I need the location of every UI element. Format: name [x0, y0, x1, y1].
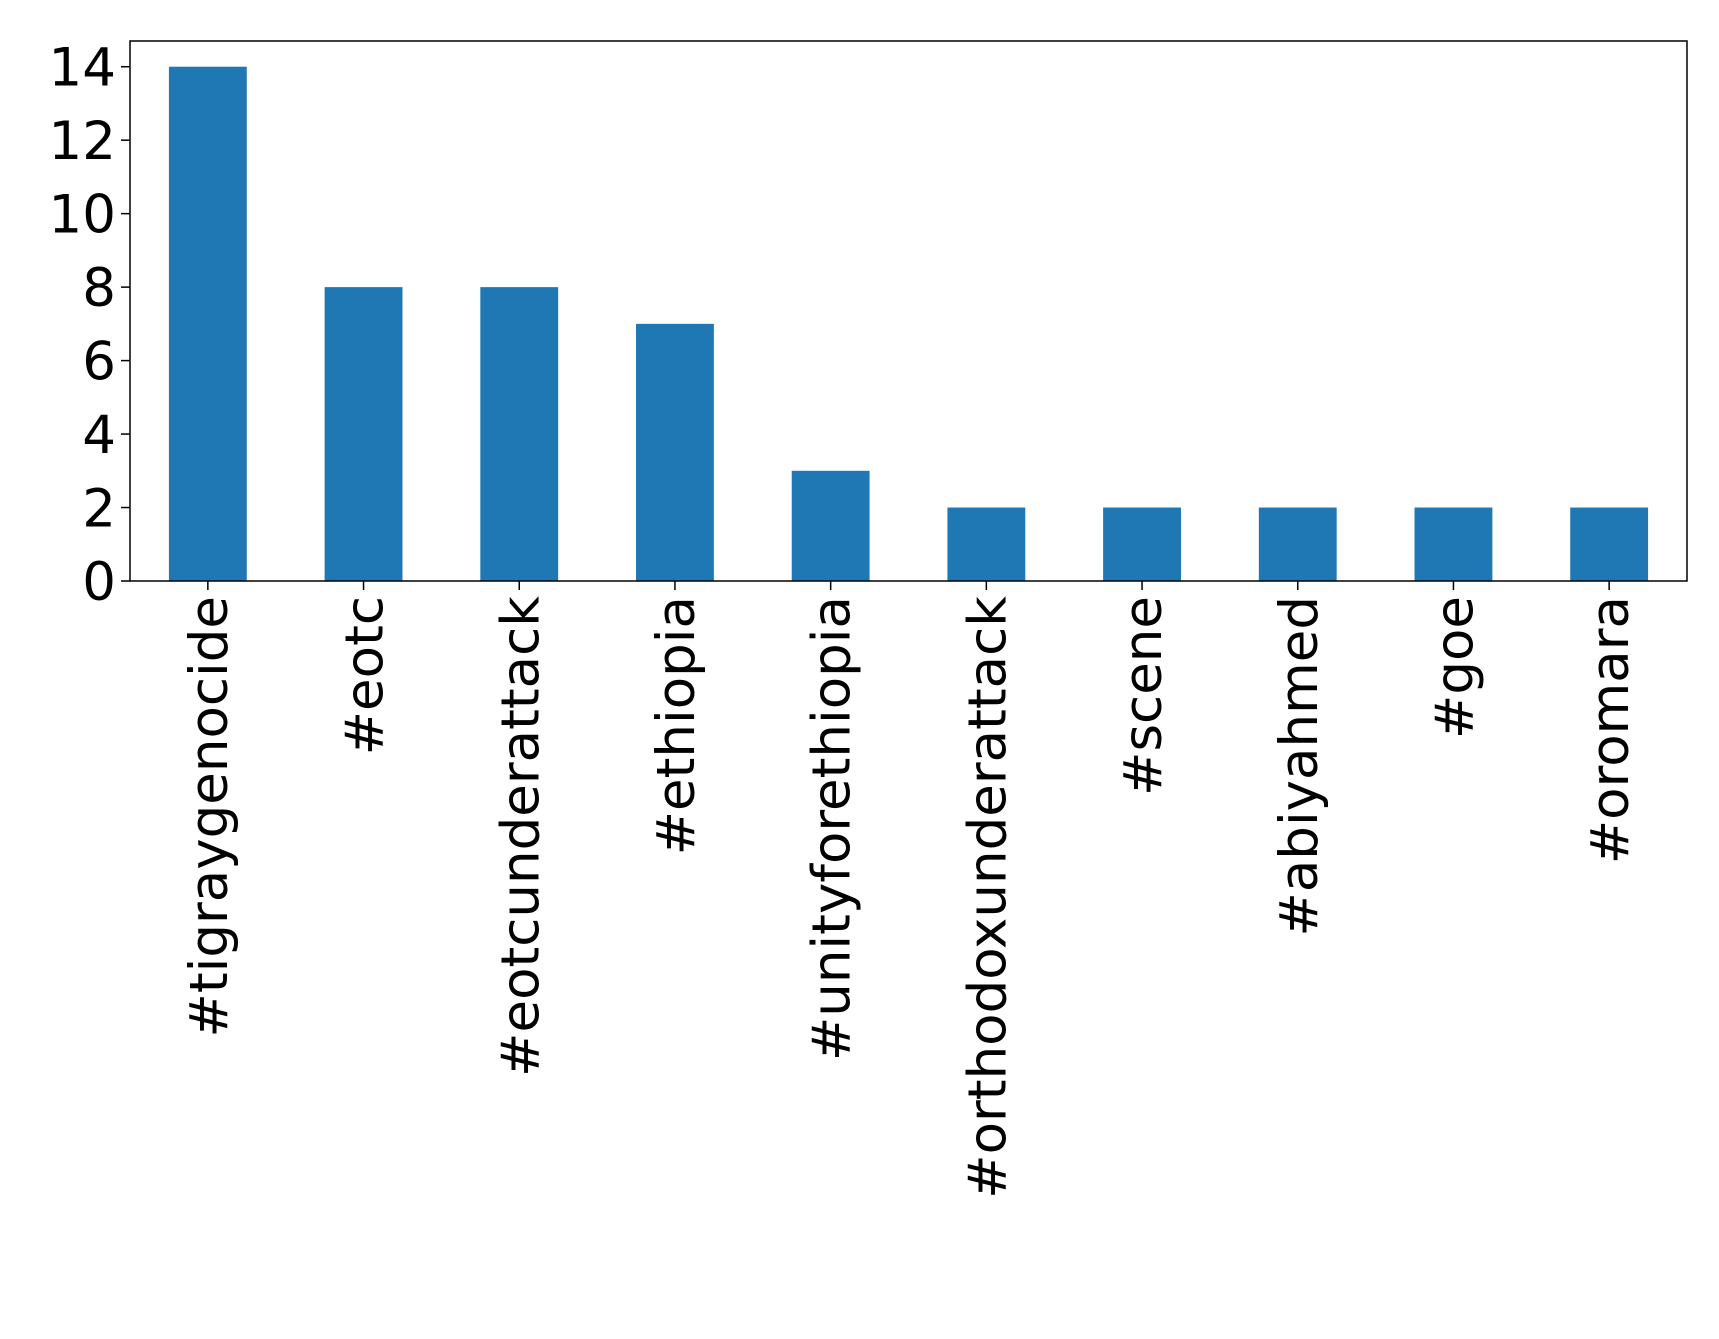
y-tick-label: 12 — [49, 111, 116, 172]
x-tick-label: #scene — [1113, 596, 1174, 796]
y-tick-label: 2 — [82, 479, 116, 540]
x-tick-label: #abiyahmed — [1269, 596, 1330, 937]
x-tick-label: #tigraygenocide — [179, 596, 240, 1038]
bar — [1414, 507, 1493, 581]
bar — [1103, 507, 1181, 581]
y-tick-label: 10 — [49, 185, 116, 246]
x-tick-label: #ethiopia — [646, 596, 707, 855]
y-tick-label: 8 — [82, 258, 116, 319]
x-tick-label: #eotc — [335, 596, 396, 755]
y-tick-label: 14 — [49, 38, 116, 99]
bar — [947, 507, 1026, 581]
bar — [480, 287, 559, 581]
plot-frame — [129, 40, 1688, 582]
x-tick-label: #orthodoxunderattack — [957, 596, 1018, 1199]
x-tick-label: #eotcunderattack — [490, 596, 551, 1077]
y-tick-label: 4 — [82, 405, 116, 466]
bar — [168, 66, 247, 581]
bar — [791, 470, 870, 581]
x-tick-label: #oromara — [1580, 596, 1641, 864]
bar — [1258, 507, 1337, 581]
y-tick-label: 6 — [82, 332, 116, 393]
x-tick-label: #unityforethiopia — [802, 596, 863, 1061]
bar — [636, 323, 714, 581]
bar — [1570, 507, 1649, 581]
x-tick-label: #goe — [1424, 596, 1485, 739]
bar — [324, 287, 403, 581]
y-tick-label: 0 — [82, 552, 116, 613]
